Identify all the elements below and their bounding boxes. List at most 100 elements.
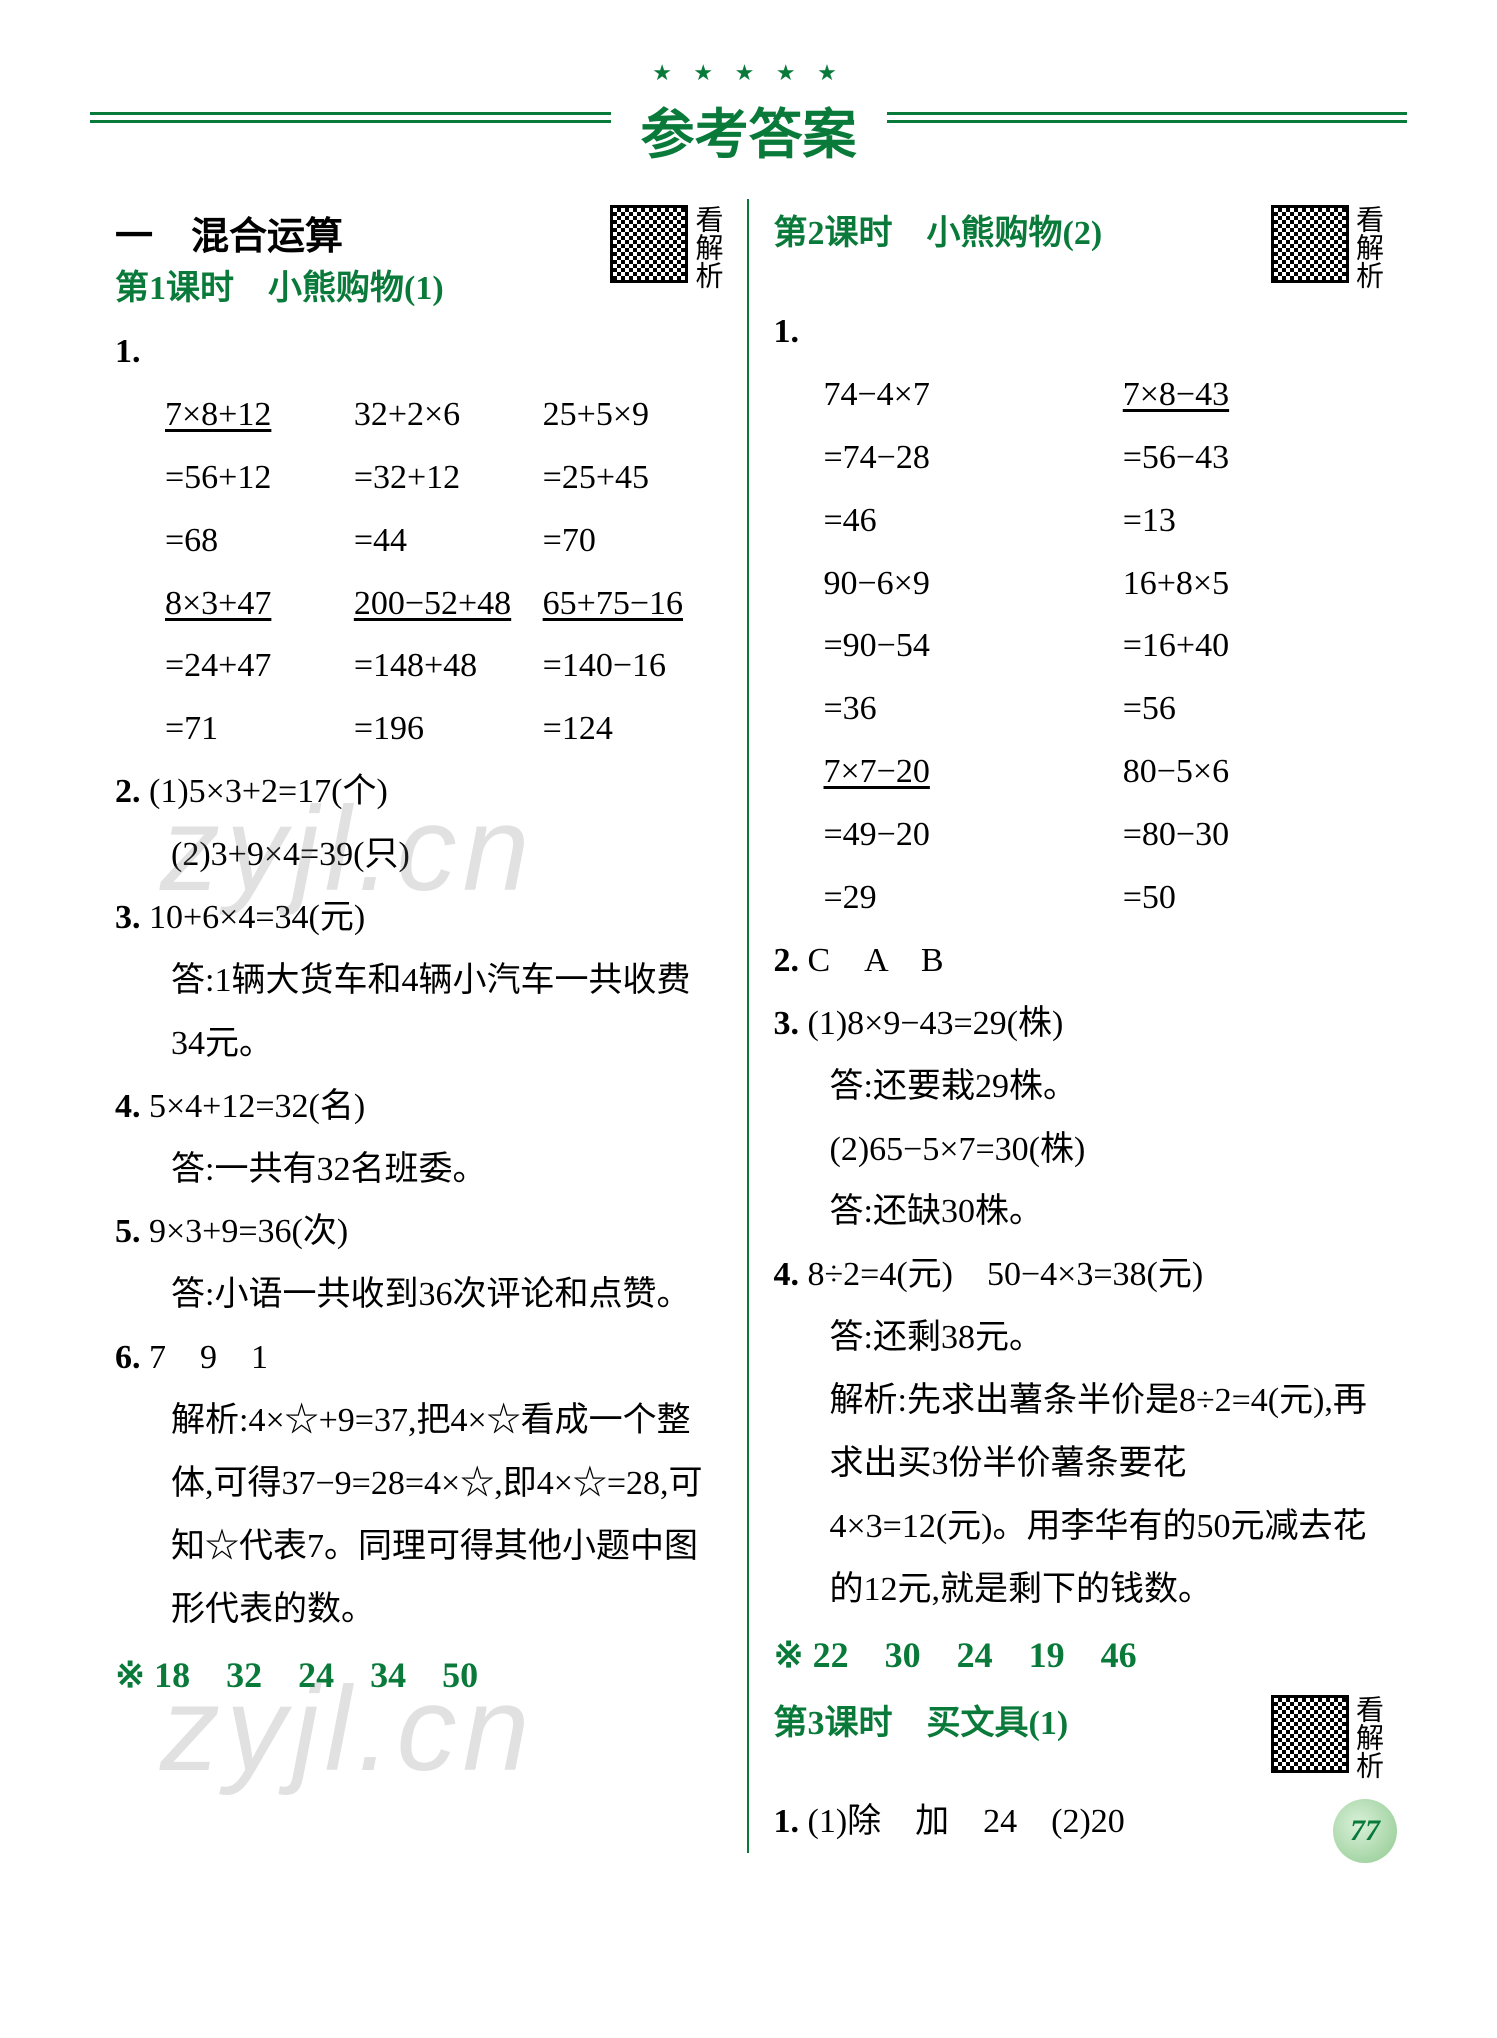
answer-item: 4. 8÷2=4(元) 50−4×3=38(元)	[774, 1244, 1383, 1307]
answer-text: 9×3+9=36(次)	[149, 1213, 348, 1250]
question-number: 4.	[115, 1088, 141, 1125]
section-heading: 一 混合运算	[115, 205, 343, 260]
answer-text: 答:还要栽29株。	[774, 1056, 1383, 1119]
question-number: 3.	[774, 1005, 800, 1042]
qr-label: 看解析	[1353, 1695, 1382, 1779]
answer-item: 3. (1)8×9−43=29(株)	[774, 993, 1383, 1056]
answer-text: (1)8×9−43=29(株)	[808, 1005, 1064, 1042]
bonus-line: ※ 22 30 24 19 46	[774, 1622, 1383, 1689]
lesson-heading-row: 第2课时 小熊购物(2) 看解析	[774, 205, 1383, 289]
answer-text: 10+6×4=34(元)	[149, 899, 365, 936]
answer-item: 5. 9×3+9=36(次)	[115, 1201, 722, 1264]
math-cell: 90−6×9	[824, 553, 1083, 616]
qr-icon[interactable]	[1271, 1695, 1349, 1773]
math-cell: 74−4×7	[824, 364, 1083, 427]
math-cell: =25+45	[543, 447, 722, 510]
math-cell: =46	[824, 490, 1083, 553]
math-cell: =71	[165, 698, 344, 761]
qr-label: 看解析	[692, 205, 721, 289]
answer-item: 1. (1)除 加 24 (2)20	[774, 1791, 1383, 1854]
answer-text: (2)65−5×7=30(株)	[774, 1119, 1383, 1182]
bonus-line: ※ 18 32 24 34 50	[115, 1642, 722, 1709]
math-cell: 25+5×9	[543, 384, 722, 447]
answer-text: (1)除 加 24 (2)20	[808, 1803, 1125, 1840]
answer-text: 7 9 1	[149, 1339, 268, 1376]
math-cell: 7×8+12	[165, 384, 344, 447]
math-cell: =29	[824, 867, 1083, 930]
math-cell: =13	[1123, 490, 1382, 553]
qr-label: 看解析	[1353, 205, 1382, 289]
answer-text: 答:还缺30株。	[774, 1181, 1383, 1244]
answer-text: 答:一共有32名班委。	[115, 1139, 722, 1202]
math-grid: 7×8+12 32+2×6 25+5×9 =56+12 =32+12 =25+4…	[165, 384, 722, 761]
math-cell: 65+75−16	[543, 573, 722, 636]
answer-item: 1.	[115, 321, 722, 384]
answer-text: 答:还剩38元。	[774, 1307, 1383, 1370]
bonus-text: ※ 22 30 24 19 46	[774, 1635, 1137, 1675]
question-number: 1.	[774, 1803, 800, 1840]
math-cell: =124	[543, 698, 722, 761]
math-cell: 7×7−20	[824, 741, 1083, 804]
math-cell: =56	[1123, 678, 1382, 741]
analysis-text: 解析:先求出薯条半价是8÷2=4(元),再求出买3份半价薯条要花4×3=12(元…	[774, 1370, 1383, 1622]
math-cell: =68	[165, 510, 344, 573]
answer-text: C A B	[808, 942, 944, 979]
answer-text: 8÷2=4(元) 50−4×3=38(元)	[808, 1256, 1204, 1293]
question-number: 1.	[774, 313, 800, 350]
math-cell: 7×8−43	[1123, 364, 1382, 427]
answer-item: 2. (1)5×3+2=17(个)	[115, 761, 722, 824]
bonus-text: ※ 18 32 24 34 50	[115, 1655, 478, 1695]
page-header: ★ ★ ★ ★ ★ 参考答案	[90, 60, 1407, 169]
question-number: 2.	[115, 773, 141, 810]
answer-item: 4. 5×4+12=32(名)	[115, 1076, 722, 1139]
math-cell: =50	[1123, 867, 1382, 930]
left-column: 一 混合运算 第1课时 小熊购物(1) 看解析 1. 7×8+12 32+2×6…	[90, 199, 749, 1853]
page-number: 77	[1333, 1799, 1397, 1863]
math-cell: =90−54	[824, 615, 1083, 678]
math-cell: =32+12	[354, 447, 533, 510]
answer-text: (2)3+9×4=39(只)	[115, 824, 722, 887]
answer-item: 3. 10+6×4=34(元)	[115, 887, 722, 950]
math-cell: =70	[543, 510, 722, 573]
page-title: 参考答案	[611, 90, 887, 169]
header-stars: ★ ★ ★ ★ ★	[90, 60, 1407, 86]
qr-icon[interactable]	[1271, 205, 1349, 283]
answer-text: 答:小语一共收到36次评论和点赞。	[115, 1264, 722, 1327]
math-cell: =196	[354, 698, 533, 761]
math-cell: =80−30	[1123, 804, 1382, 867]
answer-item: 1.	[774, 301, 1383, 364]
section-heading-row: 一 混合运算 第1课时 小熊购物(1) 看解析	[115, 205, 722, 309]
question-number: 2.	[774, 942, 800, 979]
question-number: 3.	[115, 899, 141, 936]
answer-item: 6. 7 9 1	[115, 1327, 722, 1390]
lesson-title: 第2课时 小熊购物(2)	[774, 205, 1271, 254]
qr-block: 看解析	[1271, 1695, 1382, 1779]
lesson-heading-row: 第3课时 买文具(1) 看解析	[774, 1695, 1383, 1779]
question-number: 6.	[115, 1339, 141, 1376]
lesson-title: 第1课时 小熊购物(1)	[115, 260, 444, 309]
math-cell: 200−52+48	[354, 573, 533, 636]
answer-text: 答:1辆大货车和4辆小汽车一共收费34元。	[115, 950, 722, 1076]
question-number: 5.	[115, 1213, 141, 1250]
math-cell: =74−28	[824, 427, 1083, 490]
math-cell: 16+8×5	[1123, 553, 1382, 616]
lesson-title: 第3课时 买文具(1)	[774, 1695, 1271, 1744]
math-cell: =16+40	[1123, 615, 1382, 678]
qr-block: 看解析	[1271, 205, 1382, 289]
question-number: 4.	[774, 1256, 800, 1293]
math-cell: =24+47	[165, 635, 344, 698]
math-cell: =148+48	[354, 635, 533, 698]
right-column: 第2课时 小熊购物(2) 看解析 1. 74−4×7 7×8−43 =74−28…	[749, 199, 1408, 1853]
math-cell: =56+12	[165, 447, 344, 510]
math-grid: 74−4×7 7×8−43 =74−28 =56−43 =46 =13 90−6…	[824, 364, 1383, 930]
math-cell: =44	[354, 510, 533, 573]
math-cell: 80−5×6	[1123, 741, 1382, 804]
math-cell: 32+2×6	[354, 384, 533, 447]
qr-icon[interactable]	[610, 205, 688, 283]
question-number: 1.	[115, 333, 141, 370]
math-cell: =49−20	[824, 804, 1083, 867]
qr-block: 看解析	[610, 205, 721, 289]
math-cell: =56−43	[1123, 427, 1382, 490]
answer-text: (1)5×3+2=17(个)	[149, 773, 388, 810]
math-cell: =140−16	[543, 635, 722, 698]
